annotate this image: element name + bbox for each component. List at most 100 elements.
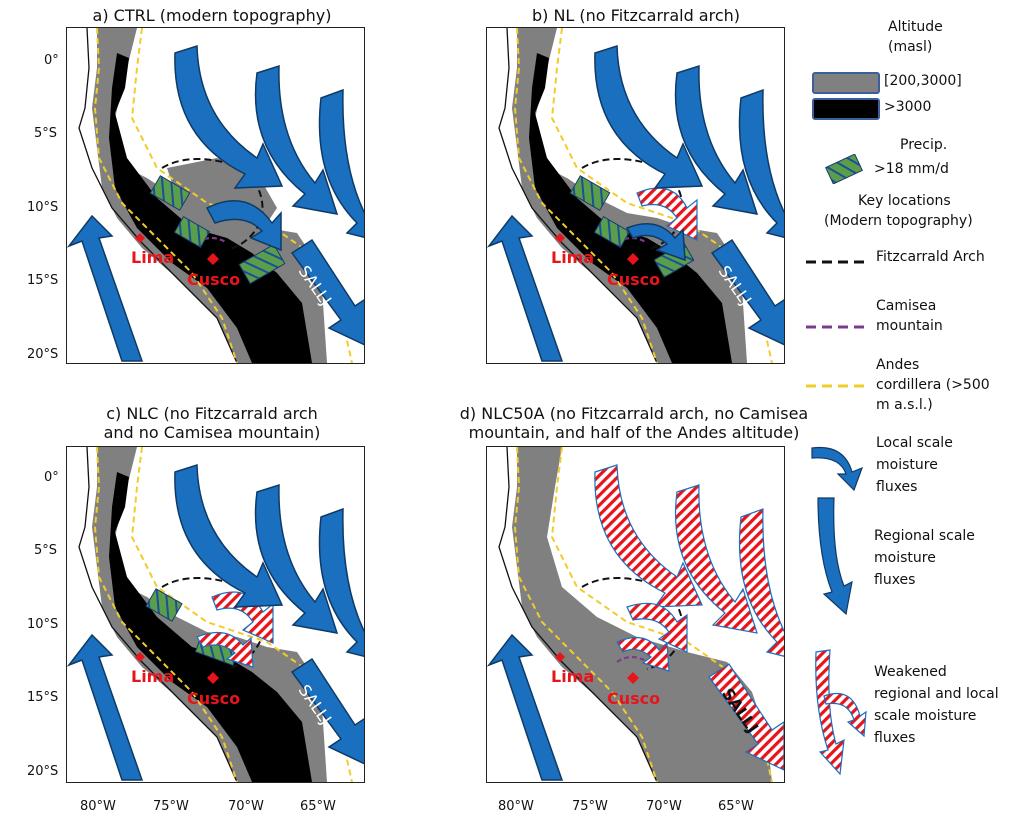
cusco-label: Cusco xyxy=(607,270,661,289)
legend-weak-label-1: Weakened xyxy=(874,664,947,680)
panel-c-title-line1: c) NLC (no Fitzcarrald arch xyxy=(106,404,318,423)
andes-contour-west xyxy=(513,28,658,363)
coastline xyxy=(78,28,238,363)
lima-marker xyxy=(555,652,565,662)
precip-patch xyxy=(593,216,631,248)
coastline xyxy=(498,28,658,363)
legend-local-arrow xyxy=(811,446,864,492)
legend-camisea-label-2: mountain xyxy=(876,318,943,334)
lima-label: Lima xyxy=(131,248,175,267)
legend-regional-arrow xyxy=(817,497,853,616)
legend-fitz-label: Fitzcarrald Arch xyxy=(876,249,985,265)
weakened-regional-flux-arrow xyxy=(738,508,784,657)
y-tick-0: 0° xyxy=(44,53,59,68)
cusco-label: Cusco xyxy=(187,270,241,289)
map-panel-d: Lima Cusco SALLJ xyxy=(486,446,785,783)
weakened-local-flux-arrow xyxy=(196,631,254,668)
regional-flux-arrow xyxy=(254,64,339,215)
y-tick-10s: 10°S xyxy=(27,617,59,632)
andes-black xyxy=(109,53,312,363)
y-tick-5s: 5°S xyxy=(34,543,58,558)
map-panel-c: Lima Cusco SALLJ xyxy=(66,446,365,783)
legend-precip-value: >18 mm/d xyxy=(874,161,949,177)
y-tick-5s: 5°S xyxy=(34,126,58,141)
lima-marker xyxy=(135,652,145,662)
lima-label: Lima xyxy=(131,667,175,686)
legend-weakened-arrow xyxy=(815,649,867,776)
panel-d-title-line1: d) NLC50A (no Fitzcarrald arch, no Camis… xyxy=(459,404,809,423)
legend-local-label-2: moisture xyxy=(876,457,938,473)
legend-regional-label-3: fluxes xyxy=(874,572,916,588)
legend-local-label-3: fluxes xyxy=(876,479,918,495)
weakened-sallj-arrow xyxy=(708,663,784,771)
cusco-marker xyxy=(627,253,639,265)
cusco-label: Cusco xyxy=(607,689,661,708)
legend-weak-label-4: fluxes xyxy=(874,730,916,746)
legend-black-swatch xyxy=(812,98,880,120)
precip-patch xyxy=(173,216,211,248)
legend-andes-line xyxy=(806,384,866,388)
x-tick-80w: 80°W xyxy=(498,799,534,814)
panel-a-title: a) CTRL (modern topography) xyxy=(92,6,332,25)
x-tick-75w: 75°W xyxy=(153,799,189,814)
regional-flux-arrow xyxy=(174,463,284,608)
legend-gray-swatch xyxy=(812,72,880,94)
sallj-arrow xyxy=(290,238,364,346)
regional-flux-arrow xyxy=(487,214,564,362)
regional-flux-arrow xyxy=(674,64,759,215)
x-tick-70w: 70°W xyxy=(646,799,682,814)
legend-regional-label-2: moisture xyxy=(874,550,936,566)
legend-alt-gray-label: [200,3000] xyxy=(884,73,962,89)
regional-flux-arrow xyxy=(254,483,339,634)
legend-precip-title: Precip. xyxy=(900,137,948,153)
legend-key-subtitle: (Modern topography) xyxy=(824,213,973,229)
precip-patch xyxy=(569,175,611,211)
legend-altitude-unit: (masl) xyxy=(888,39,933,55)
precip-patch xyxy=(238,243,286,285)
andes-black xyxy=(109,472,312,782)
andes-contour-west xyxy=(513,447,658,782)
legend-weak-label-3: scale moisture xyxy=(874,708,977,724)
legend-local-label-1: Local scale xyxy=(876,435,953,451)
map-panel-a: Lima Cusco SALLJ xyxy=(66,27,365,364)
weakened-local-flux-arrow xyxy=(616,636,670,672)
legend-andes-label-2: cordillera (>500 xyxy=(876,377,990,393)
panel-b-title: b) NL (no Fitzcarrald arch) xyxy=(531,6,741,25)
lima-label: Lima xyxy=(551,667,595,686)
legend-camisea-line xyxy=(806,325,866,329)
cusco-marker xyxy=(207,253,219,265)
y-tick-10s: 10°S xyxy=(27,200,59,215)
andes-contour-west xyxy=(93,28,238,363)
coastline xyxy=(78,447,238,782)
precip-patch xyxy=(145,588,183,622)
lima-marker xyxy=(555,233,565,243)
x-tick-75w: 75°W xyxy=(572,799,608,814)
regional-flux-arrow xyxy=(487,633,564,781)
panel-c-title: c) NLC (no Fitzcarrald arch and no Camis… xyxy=(62,404,362,442)
regional-flux-arrow xyxy=(318,88,364,239)
legend-altitude-title: Altitude xyxy=(888,19,943,35)
cusco-marker xyxy=(207,672,219,684)
andes-contour-west xyxy=(93,447,238,782)
x-tick-80w: 80°W xyxy=(80,799,116,814)
x-tick-70w: 70°W xyxy=(228,799,264,814)
legend-weak-label-2: regional and local xyxy=(874,686,999,702)
panel-c-title-line2: and no Camisea mountain) xyxy=(103,423,321,442)
y-tick-20s: 20°S xyxy=(27,764,59,779)
regional-flux-arrow xyxy=(67,633,144,781)
cusco-marker xyxy=(627,672,639,684)
x-tick-65w: 65°W xyxy=(718,799,754,814)
andes-gray xyxy=(512,447,772,782)
weakened-regional-flux-arrow xyxy=(594,464,703,608)
sallj-arrow xyxy=(290,657,364,765)
lima-label: Lima xyxy=(551,248,595,267)
legend-precip-swatch xyxy=(825,154,863,184)
legend-andes-label-3: m a.s.l.) xyxy=(876,397,933,413)
panel-d-title: d) NLC50A (no Fitzcarrald arch, no Camis… xyxy=(434,404,834,442)
regional-flux-arrow xyxy=(67,214,144,362)
legend-fitz-line xyxy=(806,260,866,264)
x-tick-65w: 65°W xyxy=(300,799,336,814)
y-tick-15s: 15°S xyxy=(27,690,59,705)
local-flux-arrow xyxy=(625,223,686,262)
regional-flux-arrow xyxy=(318,507,364,658)
